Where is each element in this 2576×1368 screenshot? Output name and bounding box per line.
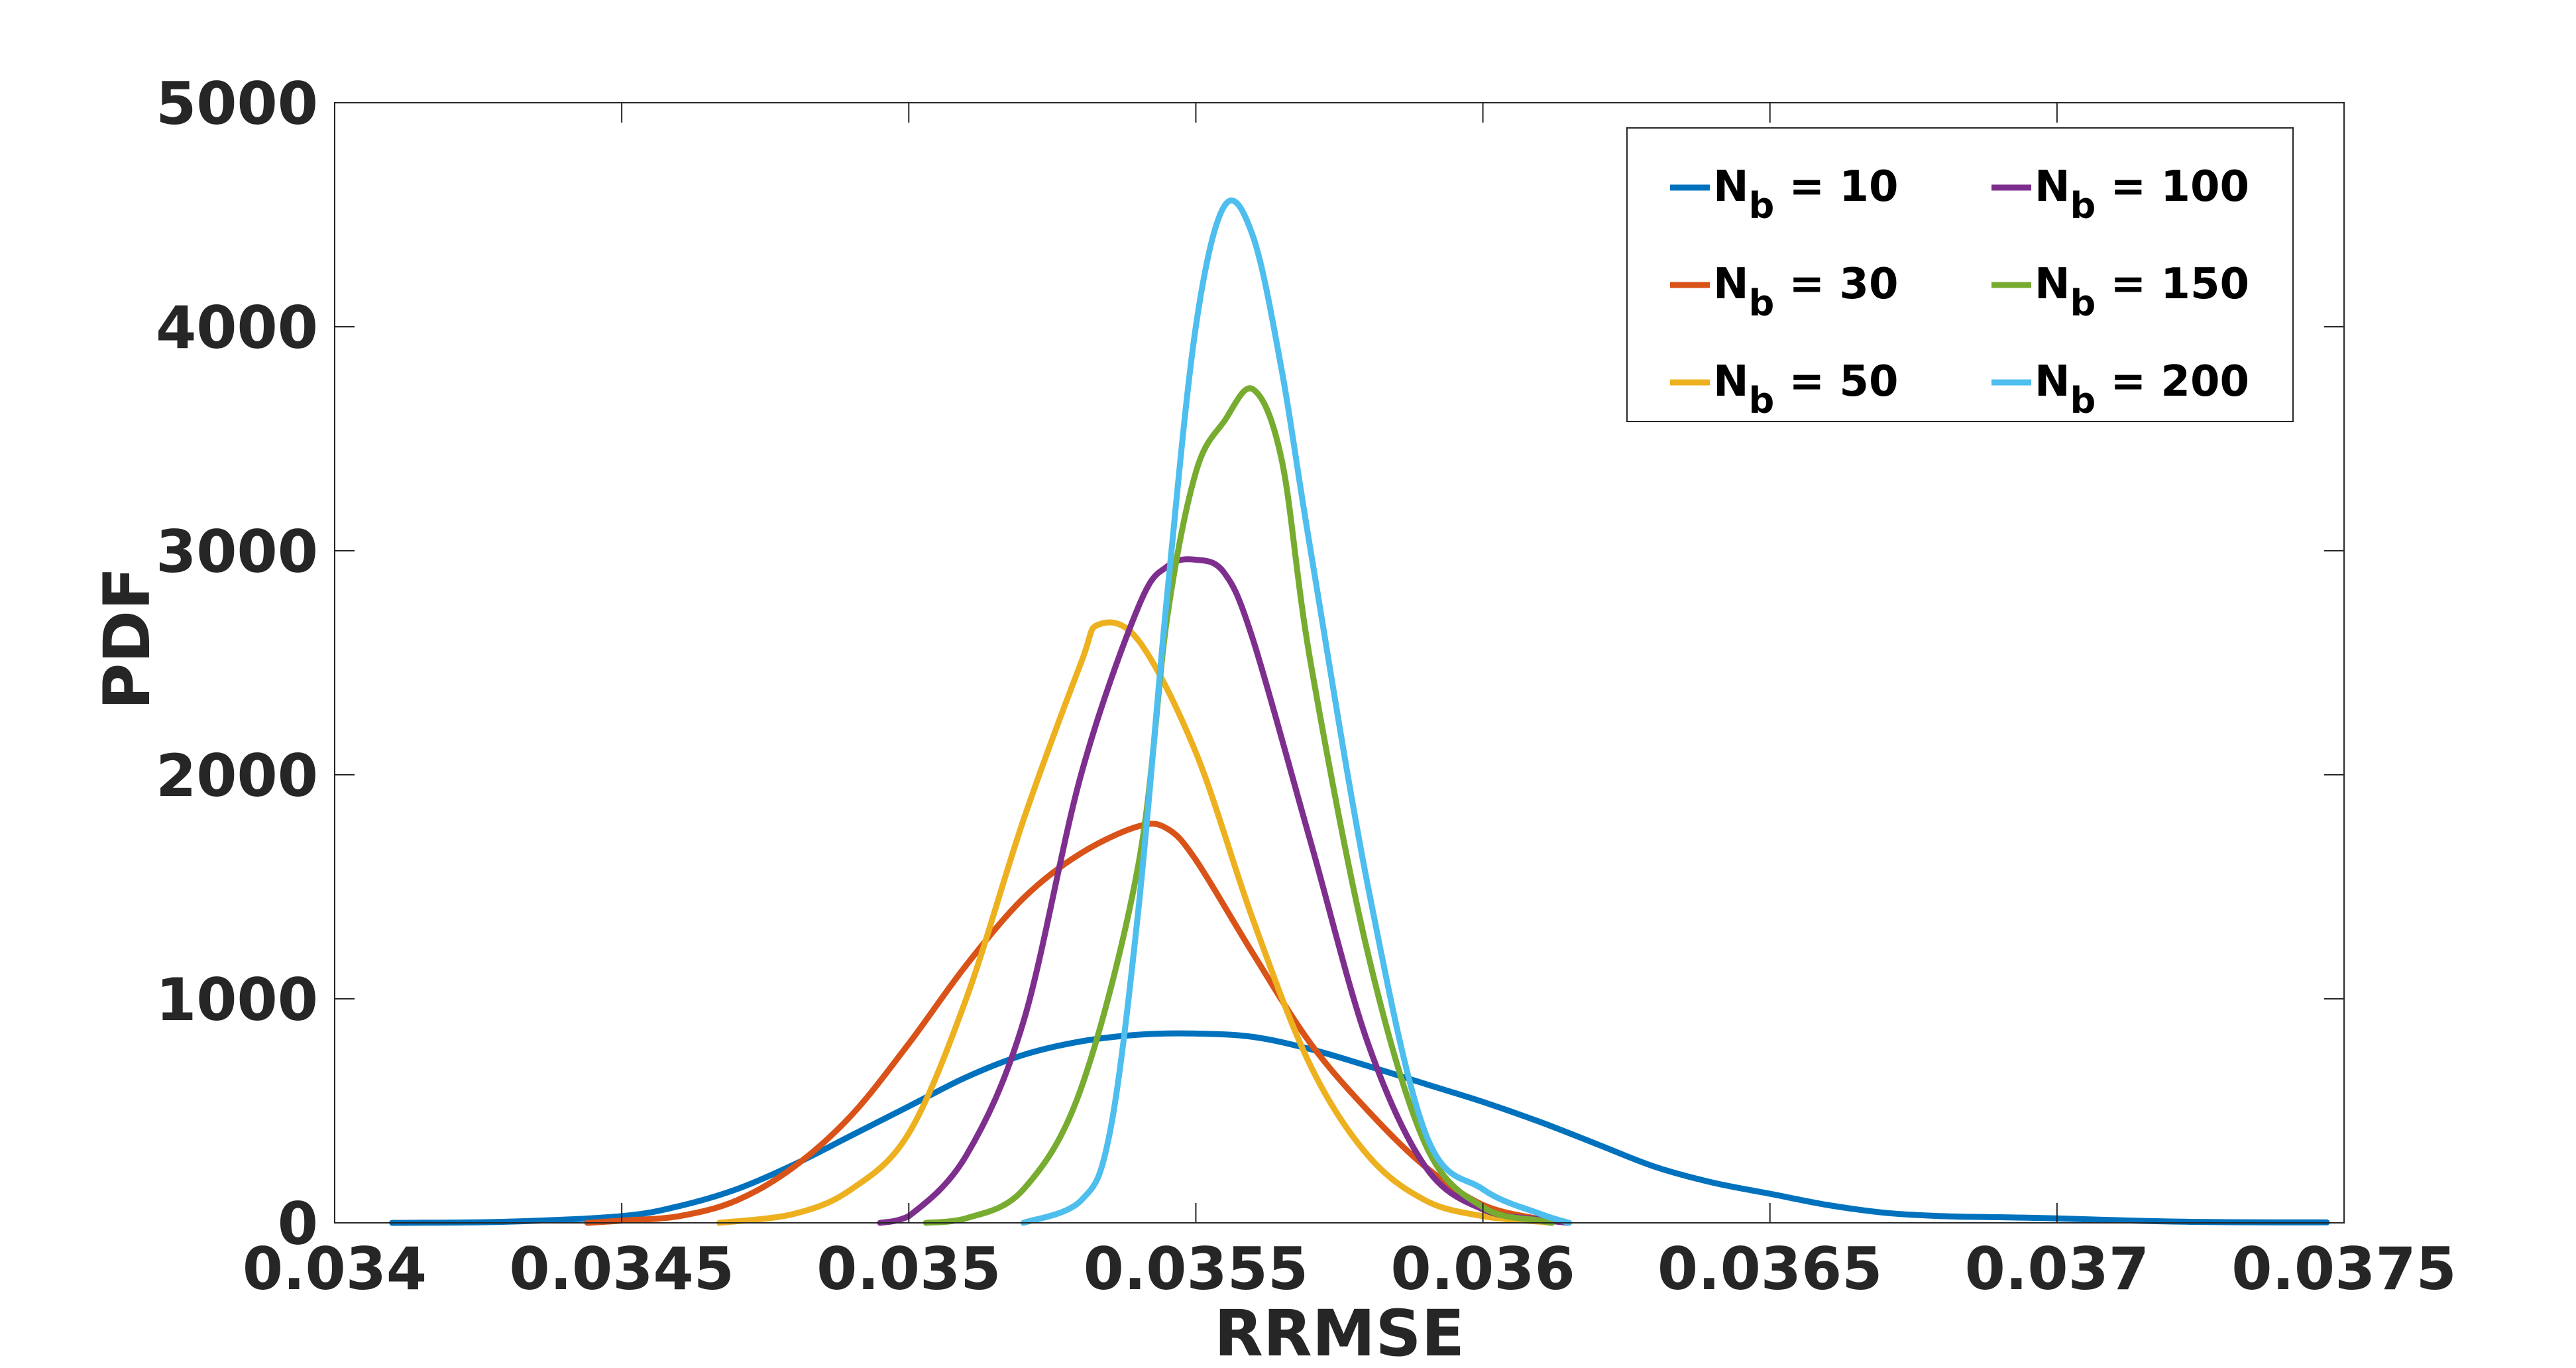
series-layer: [389, 198, 2330, 1226]
legend-label: Nb = 10: [1713, 162, 1898, 227]
y-tick-label: 3000: [156, 518, 318, 586]
axes-box: [334, 102, 2345, 1224]
series-line-1: [389, 1030, 2330, 1226]
legend-label: Nb = 30: [1713, 260, 1898, 324]
y-tick-label: 1000: [156, 966, 318, 1034]
series-line-2: [584, 821, 1555, 1226]
series-line-4: [877, 556, 1572, 1226]
x-tick-label: 0.0345: [509, 1235, 734, 1303]
legend-label: Nb = 50: [1713, 357, 1898, 422]
x-tick-label: 0.037: [1965, 1235, 2149, 1303]
legend-item-4: Nb = 100: [1991, 162, 2249, 227]
series-line-6: [1021, 198, 1572, 1226]
legend-item-1: Nb = 10: [1670, 162, 1898, 227]
legend-label: Nb = 200: [2035, 357, 2249, 422]
series-line-5: [923, 385, 1555, 1226]
legend-label: Nb = 150: [2035, 260, 2249, 324]
x-tick-label: 0.0365: [1657, 1235, 1883, 1303]
y-tick-label: 0: [278, 1190, 318, 1258]
legend: Nb = 10 Nb = 30 Nb = 50 Nb = 100 Nb = 150 Nb …: [1626, 127, 2294, 422]
y-tick-label: 2000: [156, 742, 318, 810]
y-tick-label: 5000: [156, 70, 318, 138]
series-line-3: [716, 619, 1555, 1226]
x-tick-label: 0.0355: [1084, 1235, 1309, 1303]
legend-item-3: Nb = 50: [1670, 357, 1898, 422]
axes-frame: [334, 102, 2345, 1224]
legend-label: Nb = 100: [2035, 162, 2249, 227]
y-tick-label: 4000: [156, 294, 318, 362]
y-axis-title: PDF: [90, 567, 164, 710]
legend-item-6: Nb = 200: [1991, 357, 2249, 422]
tick-layer: 0.034 0.0345 0.035 0.0355 0.036 0.0365 0.037 0.…: [156, 70, 2457, 1303]
x-axis-title: RRMSE: [1214, 1296, 1465, 1368]
x-tick-label: 0.035: [816, 1235, 1001, 1303]
x-tick-label: 0.036: [1390, 1235, 1575, 1303]
legend-item-5: Nb = 150: [1991, 260, 2249, 324]
x-tick-label: 0.0375: [2231, 1235, 2457, 1303]
x-tick-label: 0.034: [243, 1235, 427, 1303]
legend-box: [1626, 127, 2294, 422]
legend-item-2: Nb = 30: [1670, 260, 1898, 324]
